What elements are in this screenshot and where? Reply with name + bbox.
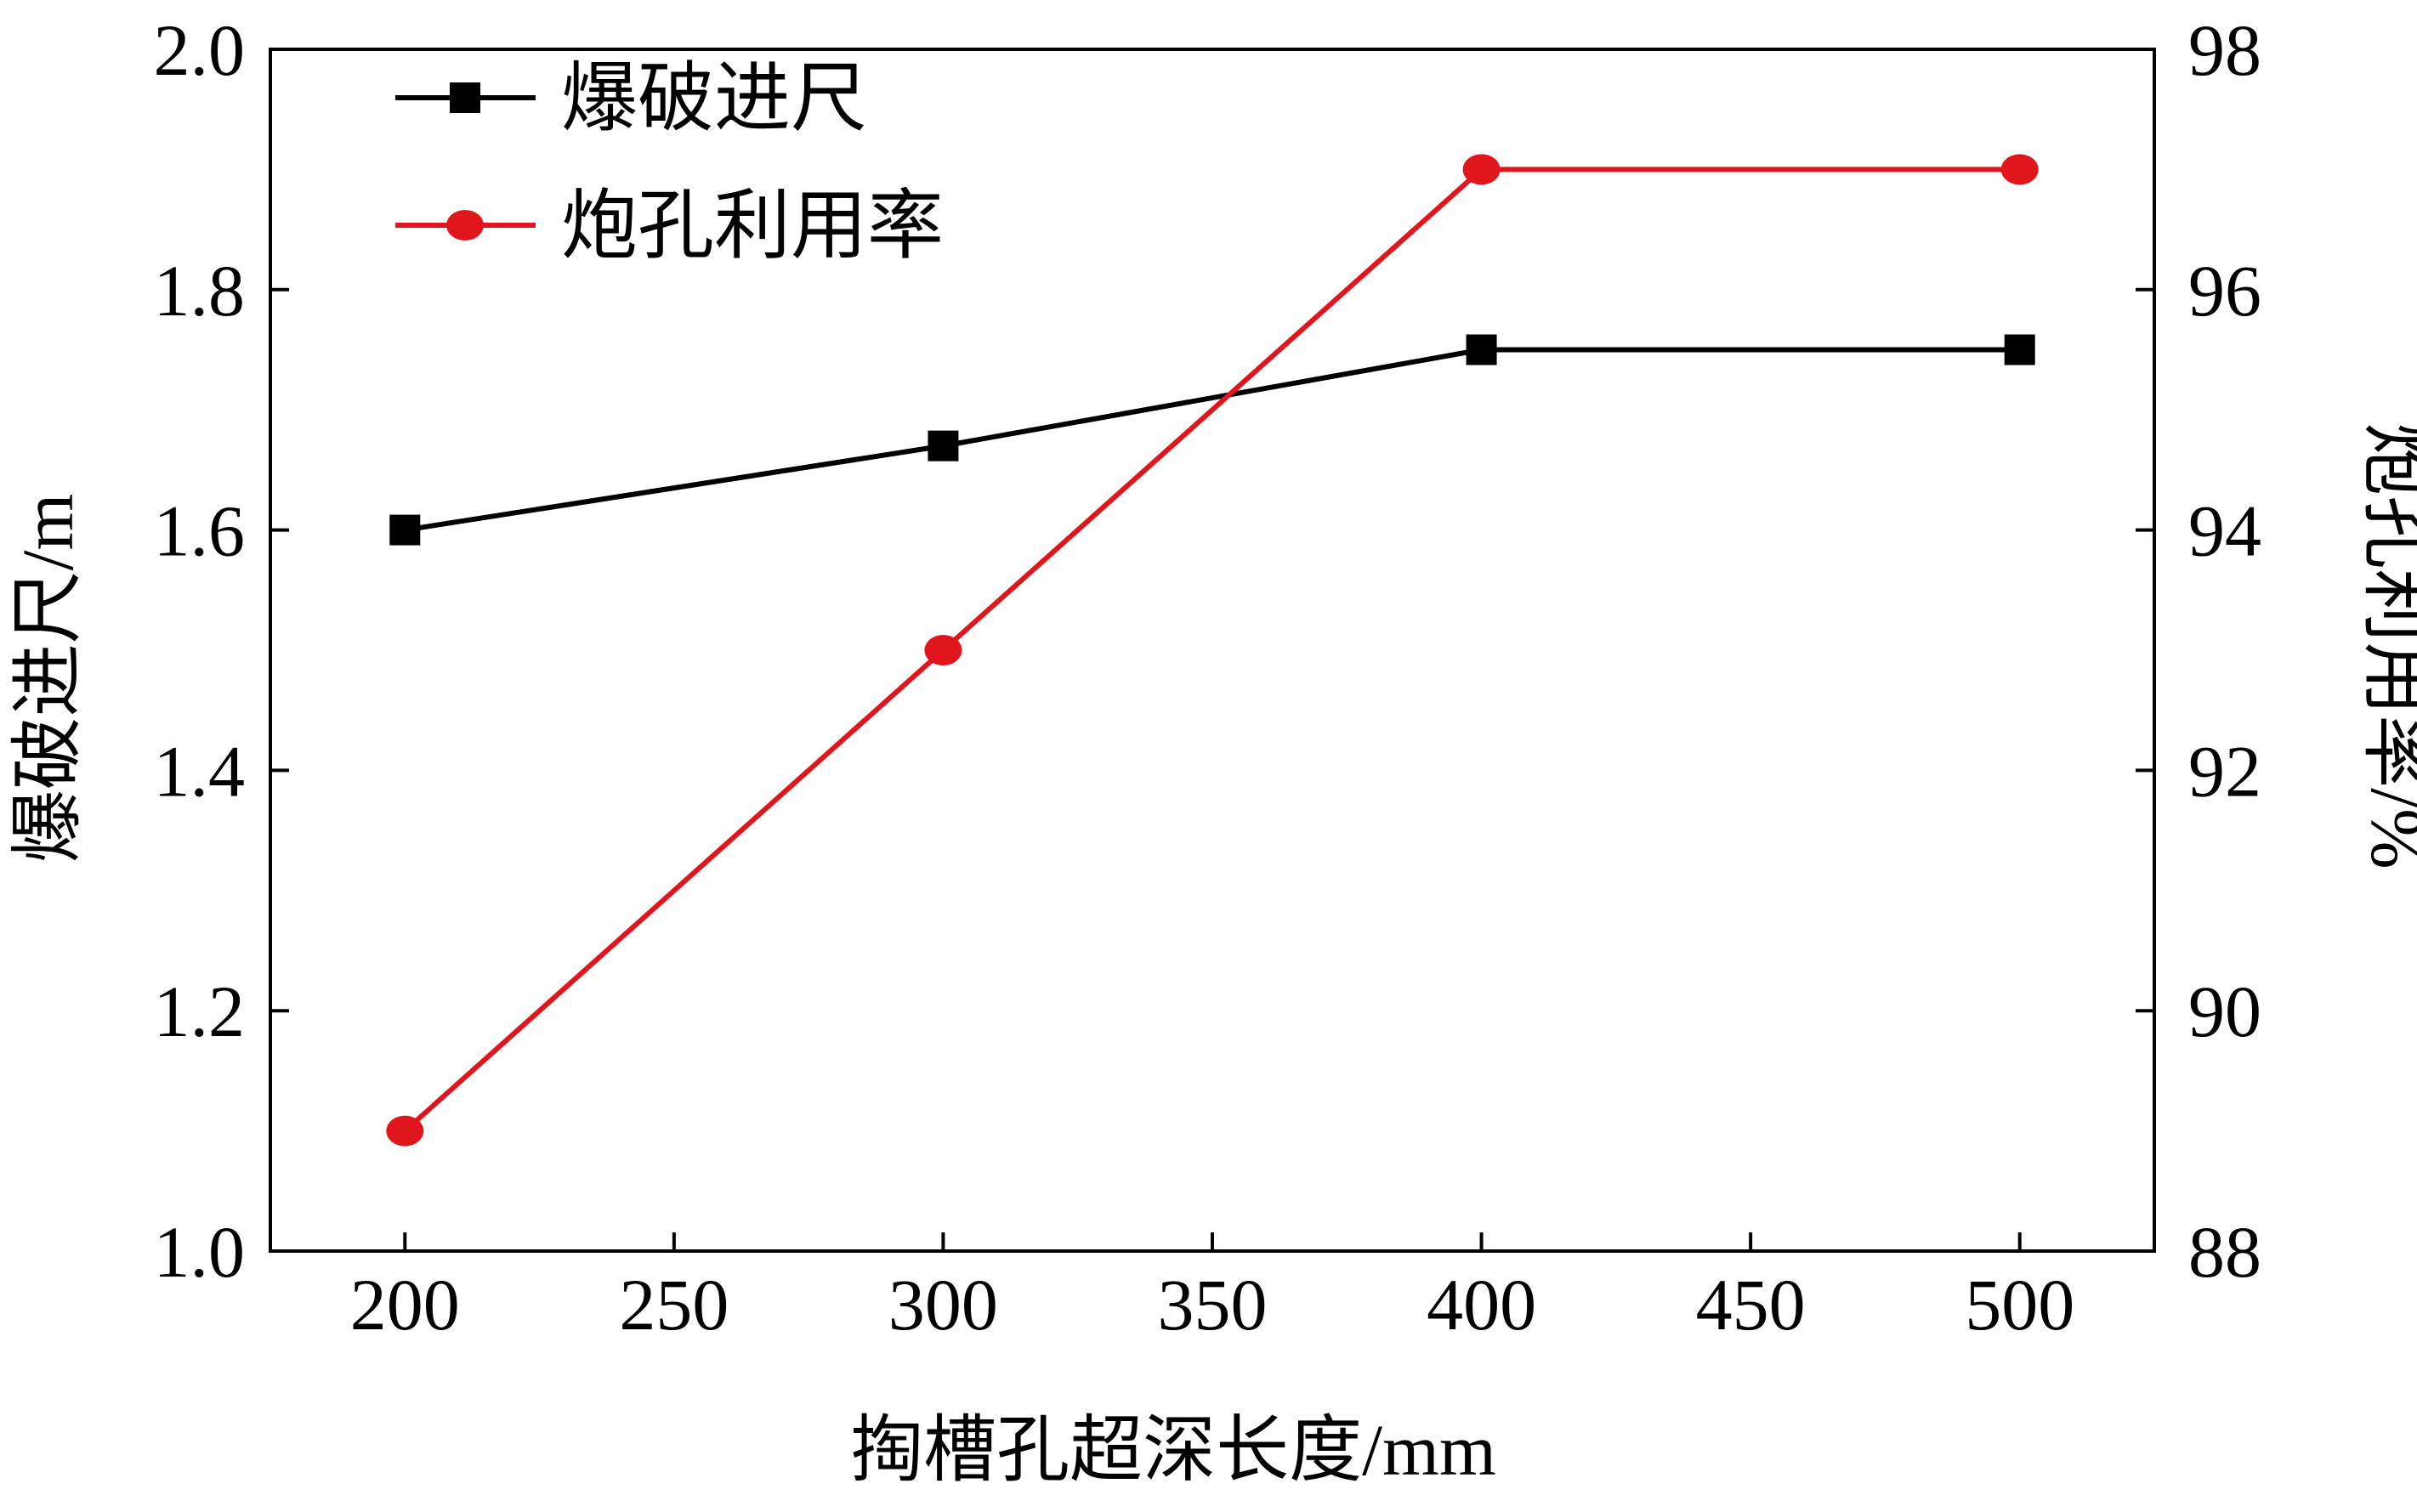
right-y-tick-label: 90 (2188, 971, 2261, 1052)
data-point-square (2004, 334, 2035, 365)
left-y-axis-title: 爆破进尺/m (7, 494, 88, 864)
legend-item-2: 炮孔利用率 (395, 184, 944, 269)
x-tick-label: 300 (888, 1264, 998, 1345)
data-point-square (1466, 334, 1497, 365)
series-line (404, 347, 2020, 533)
legend-label: 爆破进尺 (561, 57, 867, 141)
left-y-axis-ticks: 1.0 1.2 1.4 1.6 1.8 2.0 (154, 9, 289, 1293)
left-y-tick-label: 1.2 (154, 971, 246, 1052)
x-axis-ticks: 200 250 300 350 400 450 500 (350, 1232, 2074, 1345)
x-tick-label: 400 (1427, 1264, 1536, 1345)
legend-marker-circle (446, 210, 484, 241)
plot-frame (269, 48, 2156, 1253)
left-y-tick-label: 1.0 (154, 1211, 246, 1293)
right-y-tick-label: 96 (2188, 250, 2261, 331)
x-tick-label: 500 (1965, 1264, 2074, 1345)
right-y-tick-label: 94 (2188, 490, 2261, 572)
left-y-tick-label: 1.4 (154, 730, 246, 812)
left-y-tick-label: 1.8 (154, 250, 246, 331)
series-1 (389, 334, 2035, 546)
plot-border (269, 48, 2156, 1253)
x-tick-label: 250 (619, 1264, 729, 1345)
data-point-circle (1462, 154, 1501, 185)
data-point-square (928, 430, 959, 462)
right-y-tick-label: 88 (2188, 1211, 2261, 1293)
legend-marker-square (450, 82, 480, 113)
x-tick-label: 200 (350, 1264, 460, 1345)
legend-label: 炮孔利用率 (561, 184, 944, 269)
right-y-tick-label: 92 (2188, 730, 2261, 812)
right-y-tick-label: 98 (2188, 9, 2261, 91)
x-axis-title: 掏槽孔超深长度/mm (850, 1409, 1496, 1491)
data-point-circle (386, 1115, 424, 1147)
data-point-circle (2000, 154, 2039, 185)
right-y-axis-ticks: 88 90 92 94 96 98 (2136, 9, 2261, 1293)
x-tick-label: 350 (1158, 1264, 1268, 1345)
right-y-axis-title: 炮孔利用率/% (2356, 422, 2417, 869)
series-layer (386, 154, 2039, 1147)
x-tick-label: 450 (1696, 1264, 1806, 1345)
data-point-circle (924, 635, 962, 665)
left-y-tick-label: 2.0 (154, 9, 246, 91)
legend-item-1: 爆破进尺 (395, 57, 867, 141)
series-line (403, 167, 2020, 1133)
left-y-tick-label: 1.6 (154, 490, 246, 572)
data-point-square (389, 514, 421, 546)
series-2 (386, 154, 2039, 1147)
